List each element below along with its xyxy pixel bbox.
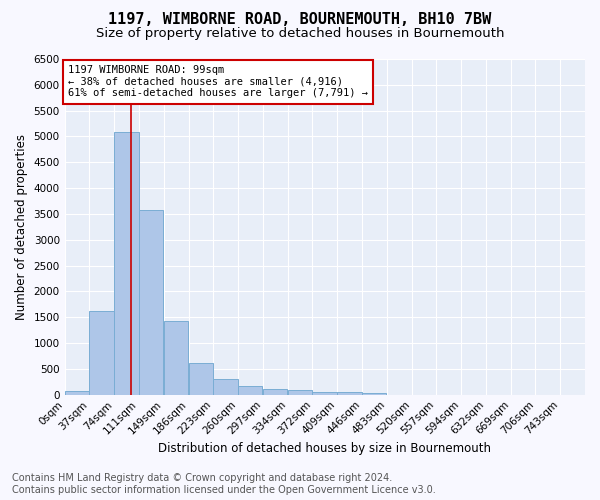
X-axis label: Distribution of detached houses by size in Bournemouth: Distribution of detached houses by size … — [158, 442, 491, 455]
Bar — [362, 393, 386, 394]
Text: 1197 WIMBORNE ROAD: 99sqm
← 38% of detached houses are smaller (4,916)
61% of se: 1197 WIMBORNE ROAD: 99sqm ← 38% of detac… — [68, 65, 368, 98]
Bar — [65, 391, 89, 394]
Bar — [313, 392, 337, 394]
Text: Size of property relative to detached houses in Bournemouth: Size of property relative to detached ho… — [96, 28, 504, 40]
Bar — [287, 390, 312, 394]
Bar — [114, 132, 139, 394]
Bar — [164, 322, 188, 394]
Bar — [337, 392, 362, 394]
Bar — [89, 310, 114, 394]
Bar — [139, 210, 163, 394]
Text: Contains HM Land Registry data © Crown copyright and database right 2024.
Contai: Contains HM Land Registry data © Crown c… — [12, 474, 436, 495]
Bar — [214, 378, 238, 394]
Bar — [188, 363, 213, 394]
Bar — [238, 386, 262, 394]
Text: 1197, WIMBORNE ROAD, BOURNEMOUTH, BH10 7BW: 1197, WIMBORNE ROAD, BOURNEMOUTH, BH10 7… — [109, 12, 491, 28]
Bar — [263, 389, 287, 394]
Y-axis label: Number of detached properties: Number of detached properties — [15, 134, 28, 320]
